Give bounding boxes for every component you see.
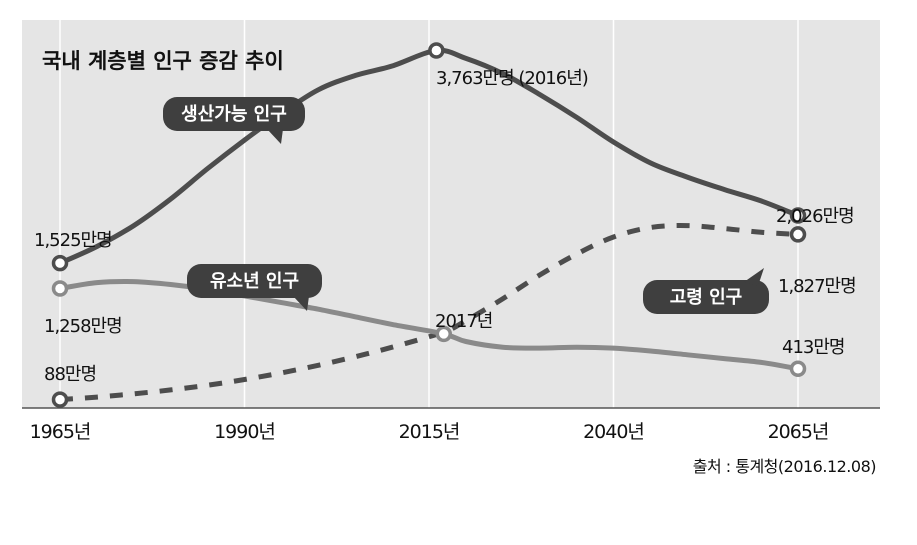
series-layer [51, 42, 807, 408]
data-label: 2,026만명 [776, 206, 854, 227]
data-point-marker [428, 42, 445, 59]
grid-lines [59, 20, 799, 408]
pill-tail [267, 129, 283, 144]
data-label: 1,827만명 [778, 276, 856, 297]
data-label: 88만명 [44, 364, 96, 385]
data-point-marker [789, 226, 807, 243]
pill-tail [744, 268, 764, 286]
annotation-layer: 1,525만명 3,763만명 (2016년) 2,026만명 1,258만명 2017… [34, 68, 857, 385]
data-point-marker [51, 254, 69, 272]
x-tick-label: 1965년 [30, 421, 91, 443]
pill-tail [293, 296, 309, 311]
x-tick-label: 1990년 [214, 421, 275, 443]
data-point-marker [789, 360, 807, 378]
data-point-marker [51, 280, 69, 297]
pill-text: 생산가능 인구 [181, 104, 287, 125]
pill-background [163, 97, 305, 131]
pill-text: 유소년 인구 [210, 271, 299, 292]
series-pill-label: 생산가능 인구 [163, 97, 305, 144]
plot-background [22, 20, 880, 408]
pill-background [187, 264, 322, 298]
pill-text: 고령 인구 [670, 287, 743, 308]
data-label: 3,763만명 (2016년) [436, 68, 588, 89]
data-point-marker [789, 207, 807, 224]
data-label: 1,525만명 [34, 230, 112, 251]
pill-background [643, 280, 769, 314]
chart-title: 국내 계층별 인구 증감 추이 [42, 49, 284, 73]
data-point-marker [435, 325, 453, 343]
data-label: 2017년 [435, 311, 492, 332]
x-tick-label: 2065년 [768, 421, 829, 443]
x-tick-label: 2015년 [399, 421, 460, 443]
x-tick-label: 2040년 [583, 421, 644, 443]
series-pill-label: 고령 인구 [643, 268, 769, 314]
series-pill-label: 유소년 인구 [187, 264, 322, 311]
data-label: 1,258만명 [44, 316, 122, 337]
data-point-marker [51, 391, 69, 408]
source-note: 출처 : 통계청(2016.12.08) [693, 457, 876, 476]
x-axis-ticks: 1965년 1990년 2015년 2040년 2065년 [30, 421, 830, 443]
data-label: 413만명 [782, 337, 844, 358]
